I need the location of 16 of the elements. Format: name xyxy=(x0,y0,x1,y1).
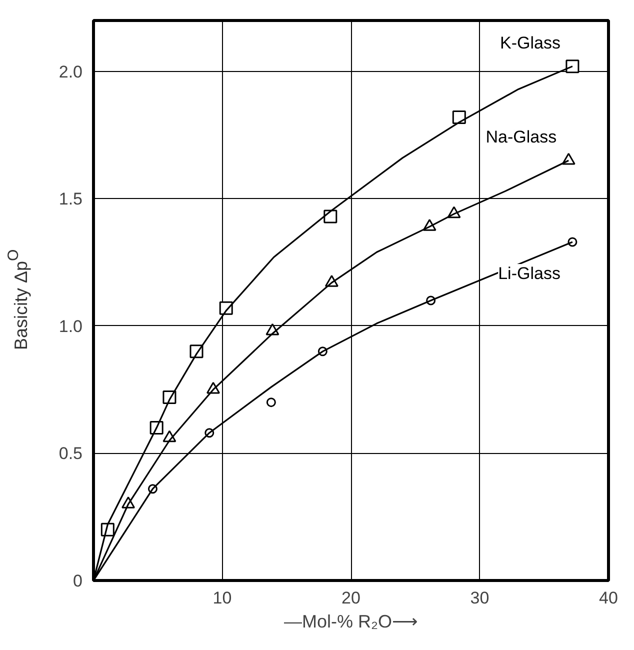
x-tick-label: 30 xyxy=(470,588,490,608)
x-tick-label: 20 xyxy=(342,588,360,608)
x-axis-title: —Mol-% R₂O⟶ xyxy=(284,612,418,632)
series-label: Li-Glass xyxy=(498,264,560,283)
y-tick-label: 1.0 xyxy=(58,316,83,336)
point xyxy=(266,398,276,408)
series-label: K-Glass xyxy=(500,33,560,52)
point xyxy=(452,110,466,124)
x-tick-label: 40 xyxy=(599,588,618,608)
y-tick-label: 2.0 xyxy=(58,62,83,82)
series-label: Na-Glass xyxy=(486,128,557,146)
y-tick-label: 0 xyxy=(73,572,83,590)
y-tick-label: 1.5 xyxy=(58,190,83,209)
y-tick-label: 0.5 xyxy=(58,444,83,464)
point xyxy=(566,60,580,74)
x-tick-label: 10 xyxy=(212,588,232,608)
